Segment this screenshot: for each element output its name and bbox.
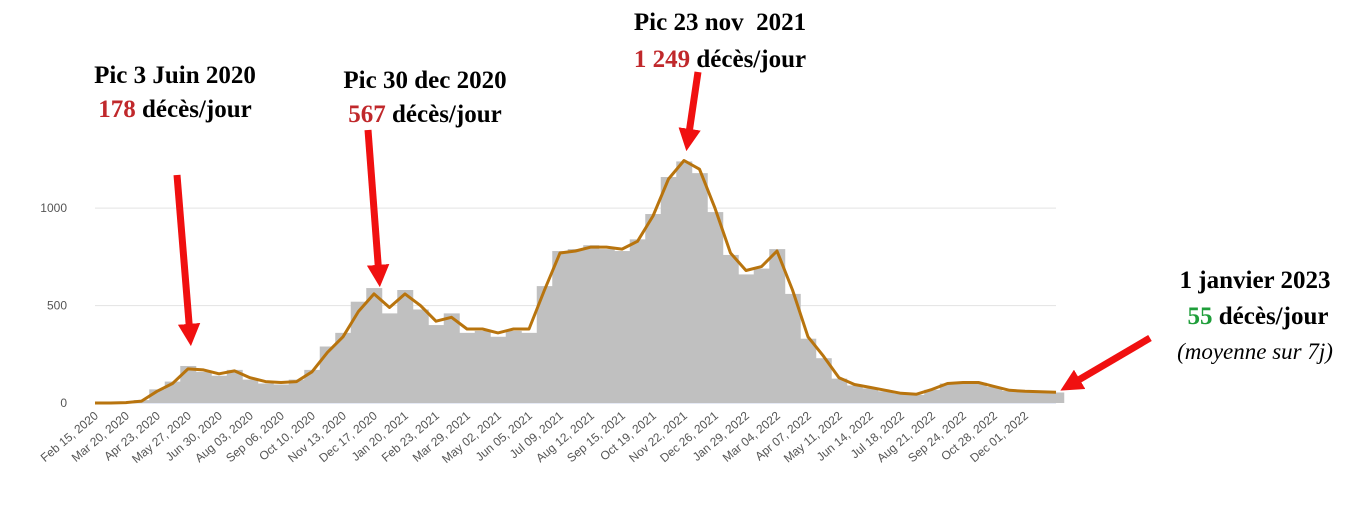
bar — [180, 365, 197, 403]
bar — [784, 293, 801, 403]
unit: décès/jour — [142, 96, 252, 123]
bar — [598, 249, 615, 403]
bar — [955, 381, 972, 403]
bar — [645, 214, 662, 403]
bar — [738, 274, 755, 403]
unit: décès/jour — [696, 46, 806, 73]
bar — [397, 290, 414, 403]
arrow — [173, 174, 201, 347]
annotations: Pic 3 Juin 2020 178 décès/jour Pic 30 de… — [94, 9, 1333, 364]
annotation-title: Pic 3 Juin 2020 — [94, 62, 256, 89]
value: 55 — [1188, 303, 1213, 330]
value: 567 — [348, 101, 386, 128]
annotation-title: Pic 23 nov 2021 — [634, 9, 806, 36]
y-tick-label: 1000 — [40, 201, 67, 215]
bar — [815, 358, 832, 403]
bar — [986, 387, 1003, 403]
bar — [722, 254, 739, 403]
annotation-title: 1 janvier 2023 — [1180, 267, 1331, 294]
annotation-note: (moyenne sur 7j) — [1177, 339, 1333, 364]
bar — [862, 388, 879, 403]
bar — [552, 251, 569, 403]
bar — [970, 382, 987, 403]
bar — [1001, 390, 1018, 403]
bar — [505, 330, 522, 403]
annotation-value: 567 décès/jour — [348, 101, 501, 128]
bar — [335, 332, 352, 403]
bar — [831, 378, 848, 403]
unit: décès/jour — [1219, 303, 1329, 330]
bar — [257, 383, 274, 403]
annotation-value: 178 décès/jour — [98, 96, 251, 123]
arrow — [364, 129, 390, 288]
bar — [939, 383, 956, 403]
y-tick-label: 500 — [47, 299, 67, 313]
bar — [474, 330, 491, 403]
bar — [195, 371, 212, 403]
annotation-value: 1 249 décès/jour — [634, 46, 806, 73]
bar — [319, 346, 336, 403]
bar — [676, 161, 693, 403]
bar — [1017, 391, 1034, 403]
bar — [304, 369, 321, 403]
bar — [846, 385, 863, 403]
value: 1 249 — [634, 46, 690, 73]
unit: décès/jour — [392, 101, 502, 128]
bar — [614, 251, 631, 403]
bar — [428, 325, 445, 403]
bar — [366, 288, 383, 403]
annotation-value: 55 décès/jour — [1188, 303, 1329, 330]
bar — [800, 338, 817, 403]
bar — [490, 336, 507, 403]
bar — [350, 301, 367, 403]
line — [95, 159, 1057, 405]
bar — [691, 173, 708, 403]
bar — [893, 393, 910, 403]
bar — [273, 384, 290, 403]
bar — [753, 268, 770, 403]
arrow — [1060, 334, 1152, 391]
bar — [908, 394, 925, 403]
bar — [707, 212, 724, 403]
bar — [459, 332, 476, 403]
bar — [536, 286, 553, 403]
value: 178 — [98, 96, 136, 123]
bar — [660, 177, 677, 403]
arrow — [678, 71, 702, 152]
bar — [924, 389, 941, 403]
bar — [443, 313, 460, 403]
bar — [1032, 392, 1049, 403]
annotation-title: Pic 30 dec 2020 — [343, 67, 506, 94]
bar — [211, 375, 228, 403]
bar — [769, 249, 786, 403]
y-tick-label: 0 — [60, 396, 67, 410]
bar — [877, 391, 894, 403]
bar — [226, 369, 243, 403]
bar — [288, 379, 305, 403]
bar — [521, 332, 538, 403]
bar — [1048, 392, 1065, 403]
arrows — [173, 71, 1152, 391]
bar — [381, 313, 398, 403]
bar — [583, 245, 600, 403]
bar — [412, 309, 429, 403]
bar — [242, 379, 259, 403]
bar — [629, 239, 646, 403]
bar — [567, 249, 584, 403]
